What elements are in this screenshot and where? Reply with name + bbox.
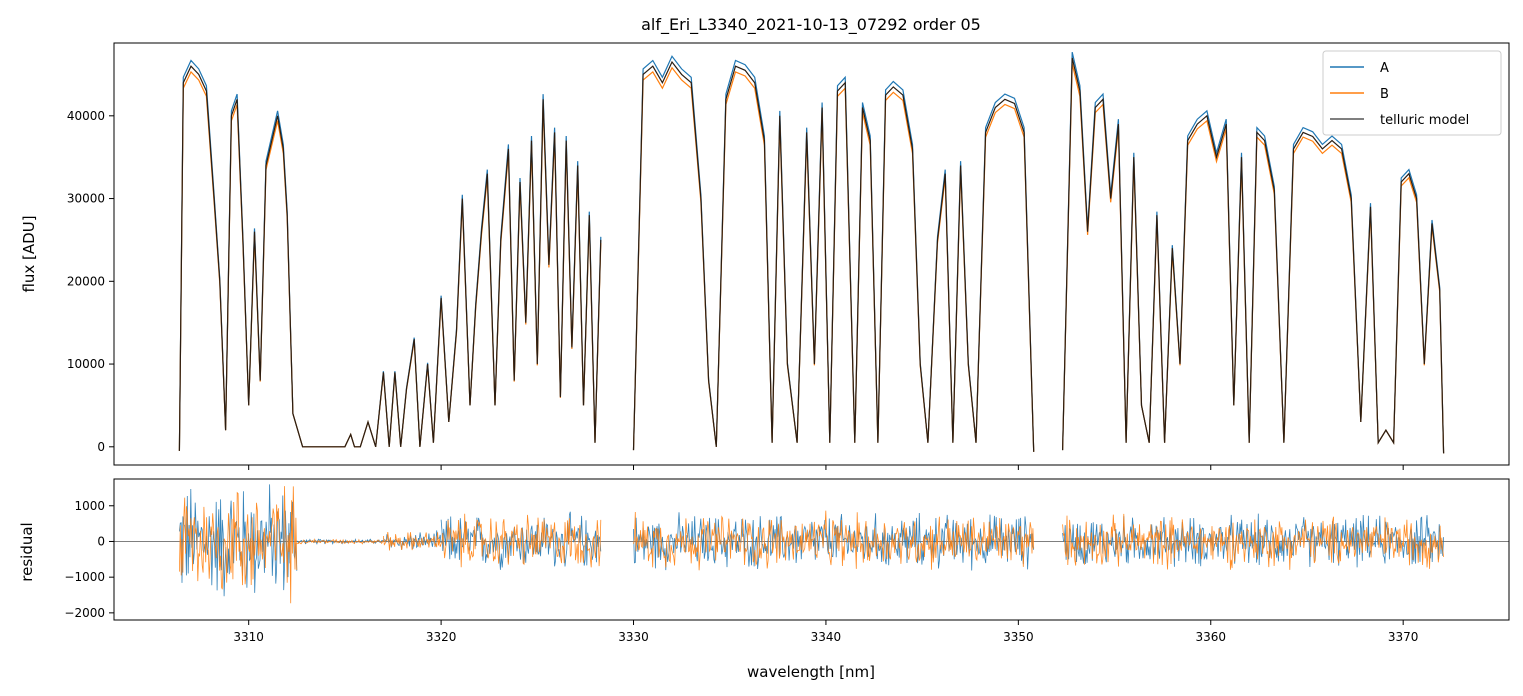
residual-xlabel: wavelength [nm] [747, 663, 875, 681]
residual-xtick-label: 3330 [618, 630, 649, 644]
flux-ytick-label: 40000 [67, 109, 105, 123]
telluric-model-line [1062, 57, 1445, 454]
legend-label-telluric: telluric model [1380, 113, 1469, 128]
residual-ytick-label: 0 [97, 534, 105, 548]
residual-xtick-label: 3370 [1388, 630, 1419, 644]
residual-ytick-label: −2000 [64, 606, 105, 620]
telluric-model-line [632, 60, 1035, 452]
residual-xtick-label: 3320 [426, 630, 457, 644]
residual-ylabel: residual [18, 522, 36, 581]
residual-xtick-label: 3350 [1003, 630, 1034, 644]
legend-label-b: B [1380, 87, 1389, 102]
flux-panel: 0 10000 20000 30000 40000 flux [ADU] [20, 42, 1510, 470]
residual-panel: −2000 −1000 0 1000 3310 3320 3330 3340 3350 3360… [18, 478, 1510, 681]
residual-axes-frame [113, 478, 1510, 621]
legend-label-a: A [1380, 61, 1389, 76]
flux-axes-frame [113, 42, 1510, 466]
residual-b-line [179, 486, 1444, 604]
flux-ytick-label: 20000 [67, 274, 105, 288]
flux-ytick-label: 0 [97, 440, 105, 454]
residual-ytick-label: 1000 [74, 499, 105, 513]
chart-title: alf_Eri_L3340_2021-10-13_07292 order 05 [641, 15, 981, 35]
flux-ytick-label: 10000 [67, 357, 105, 371]
flux-ylabel: flux [ADU] [20, 215, 38, 292]
flux-ytick-label: 30000 [67, 192, 105, 206]
residual-ytick-label: −1000 [64, 570, 105, 584]
residual-xtick-label: 3340 [811, 630, 842, 644]
telluric-model-line [178, 65, 602, 451]
legend: A B telluric model [1322, 50, 1502, 136]
residual-xtick-label: 3360 [1195, 630, 1226, 644]
residual-xtick-label: 3310 [233, 630, 264, 644]
